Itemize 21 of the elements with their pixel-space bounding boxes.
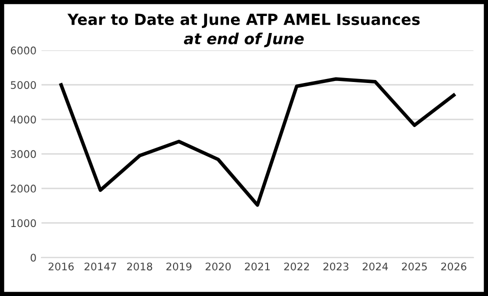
y-tick-label: 1000	[11, 219, 36, 228]
x-tick-label: 2018	[127, 262, 152, 270]
x-tick-label: 2019	[166, 262, 192, 270]
x-tick-label: 2025	[402, 262, 427, 270]
y-tick-label: 0	[30, 254, 36, 262]
y-tick-label: 5000	[10, 81, 36, 89]
x-tick-label: 2016	[48, 262, 74, 270]
x-tick-label: 2022	[284, 262, 309, 270]
x-tick-label: 2026	[441, 262, 466, 270]
x-tick-label: 2021	[244, 262, 270, 270]
x-tick-label: 2020	[206, 262, 231, 270]
y-tick-label: 2000	[10, 184, 36, 193]
chart-title: Year to Date at June ATP AMEL Issuances	[67, 14, 420, 28]
x-tick-label: 2023	[323, 262, 348, 270]
y-tick-label: 3000	[10, 150, 36, 158]
y-tick-label: 4000	[10, 116, 36, 124]
y-tick-label: 6000	[10, 46, 36, 54]
chart-subtitle: at end of June	[184, 32, 304, 48]
line-series	[59, 77, 456, 207]
x-tick-label: 2024	[362, 262, 388, 270]
x-tick-label: 20147	[84, 262, 116, 270]
